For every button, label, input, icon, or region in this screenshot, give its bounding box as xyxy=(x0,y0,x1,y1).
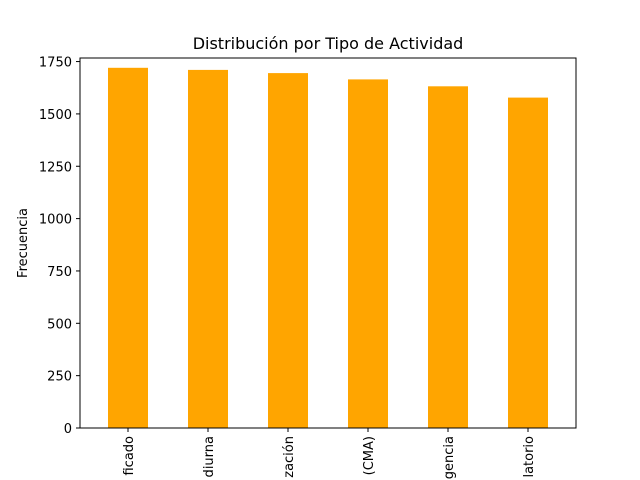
bars-group xyxy=(108,67,548,429)
y-tick-label: 1500 xyxy=(39,108,72,123)
y-axis-label: Frecuencia xyxy=(16,208,31,278)
bar-ficado xyxy=(108,67,148,429)
x-tick-label: latorio xyxy=(522,436,537,478)
y-tick-label: 1000 xyxy=(39,213,72,228)
y-tick-label: 1750 xyxy=(39,56,72,71)
y-tick-label: 500 xyxy=(47,317,72,332)
y-tick-label: 250 xyxy=(47,370,72,385)
x-tick-label: (CMA) xyxy=(362,436,377,475)
x-tick-label: ficado xyxy=(122,436,137,476)
bar-zacin xyxy=(268,73,308,428)
x-axis-ticks: ficado diurna zación (CMA) gencia latorio xyxy=(122,428,537,479)
bar-diurna xyxy=(188,69,228,429)
x-tick-label: zación xyxy=(282,436,297,478)
y-tick-label: 0 xyxy=(64,422,72,437)
bar-cma xyxy=(348,79,388,429)
bar-gencia xyxy=(428,86,468,429)
x-tick-label: diurna xyxy=(202,436,217,477)
bar-latorio xyxy=(508,97,548,428)
chart-title: Distribución por Tipo de Actividad xyxy=(193,34,464,53)
plot-frame xyxy=(79,57,577,429)
y-axis-ticks: 0 250 500 750 1000 1250 1500 1750 xyxy=(39,56,80,437)
x-tick-label: gencia xyxy=(442,436,457,479)
y-tick-label: 1250 xyxy=(39,160,72,175)
y-tick-label: 750 xyxy=(47,265,72,280)
